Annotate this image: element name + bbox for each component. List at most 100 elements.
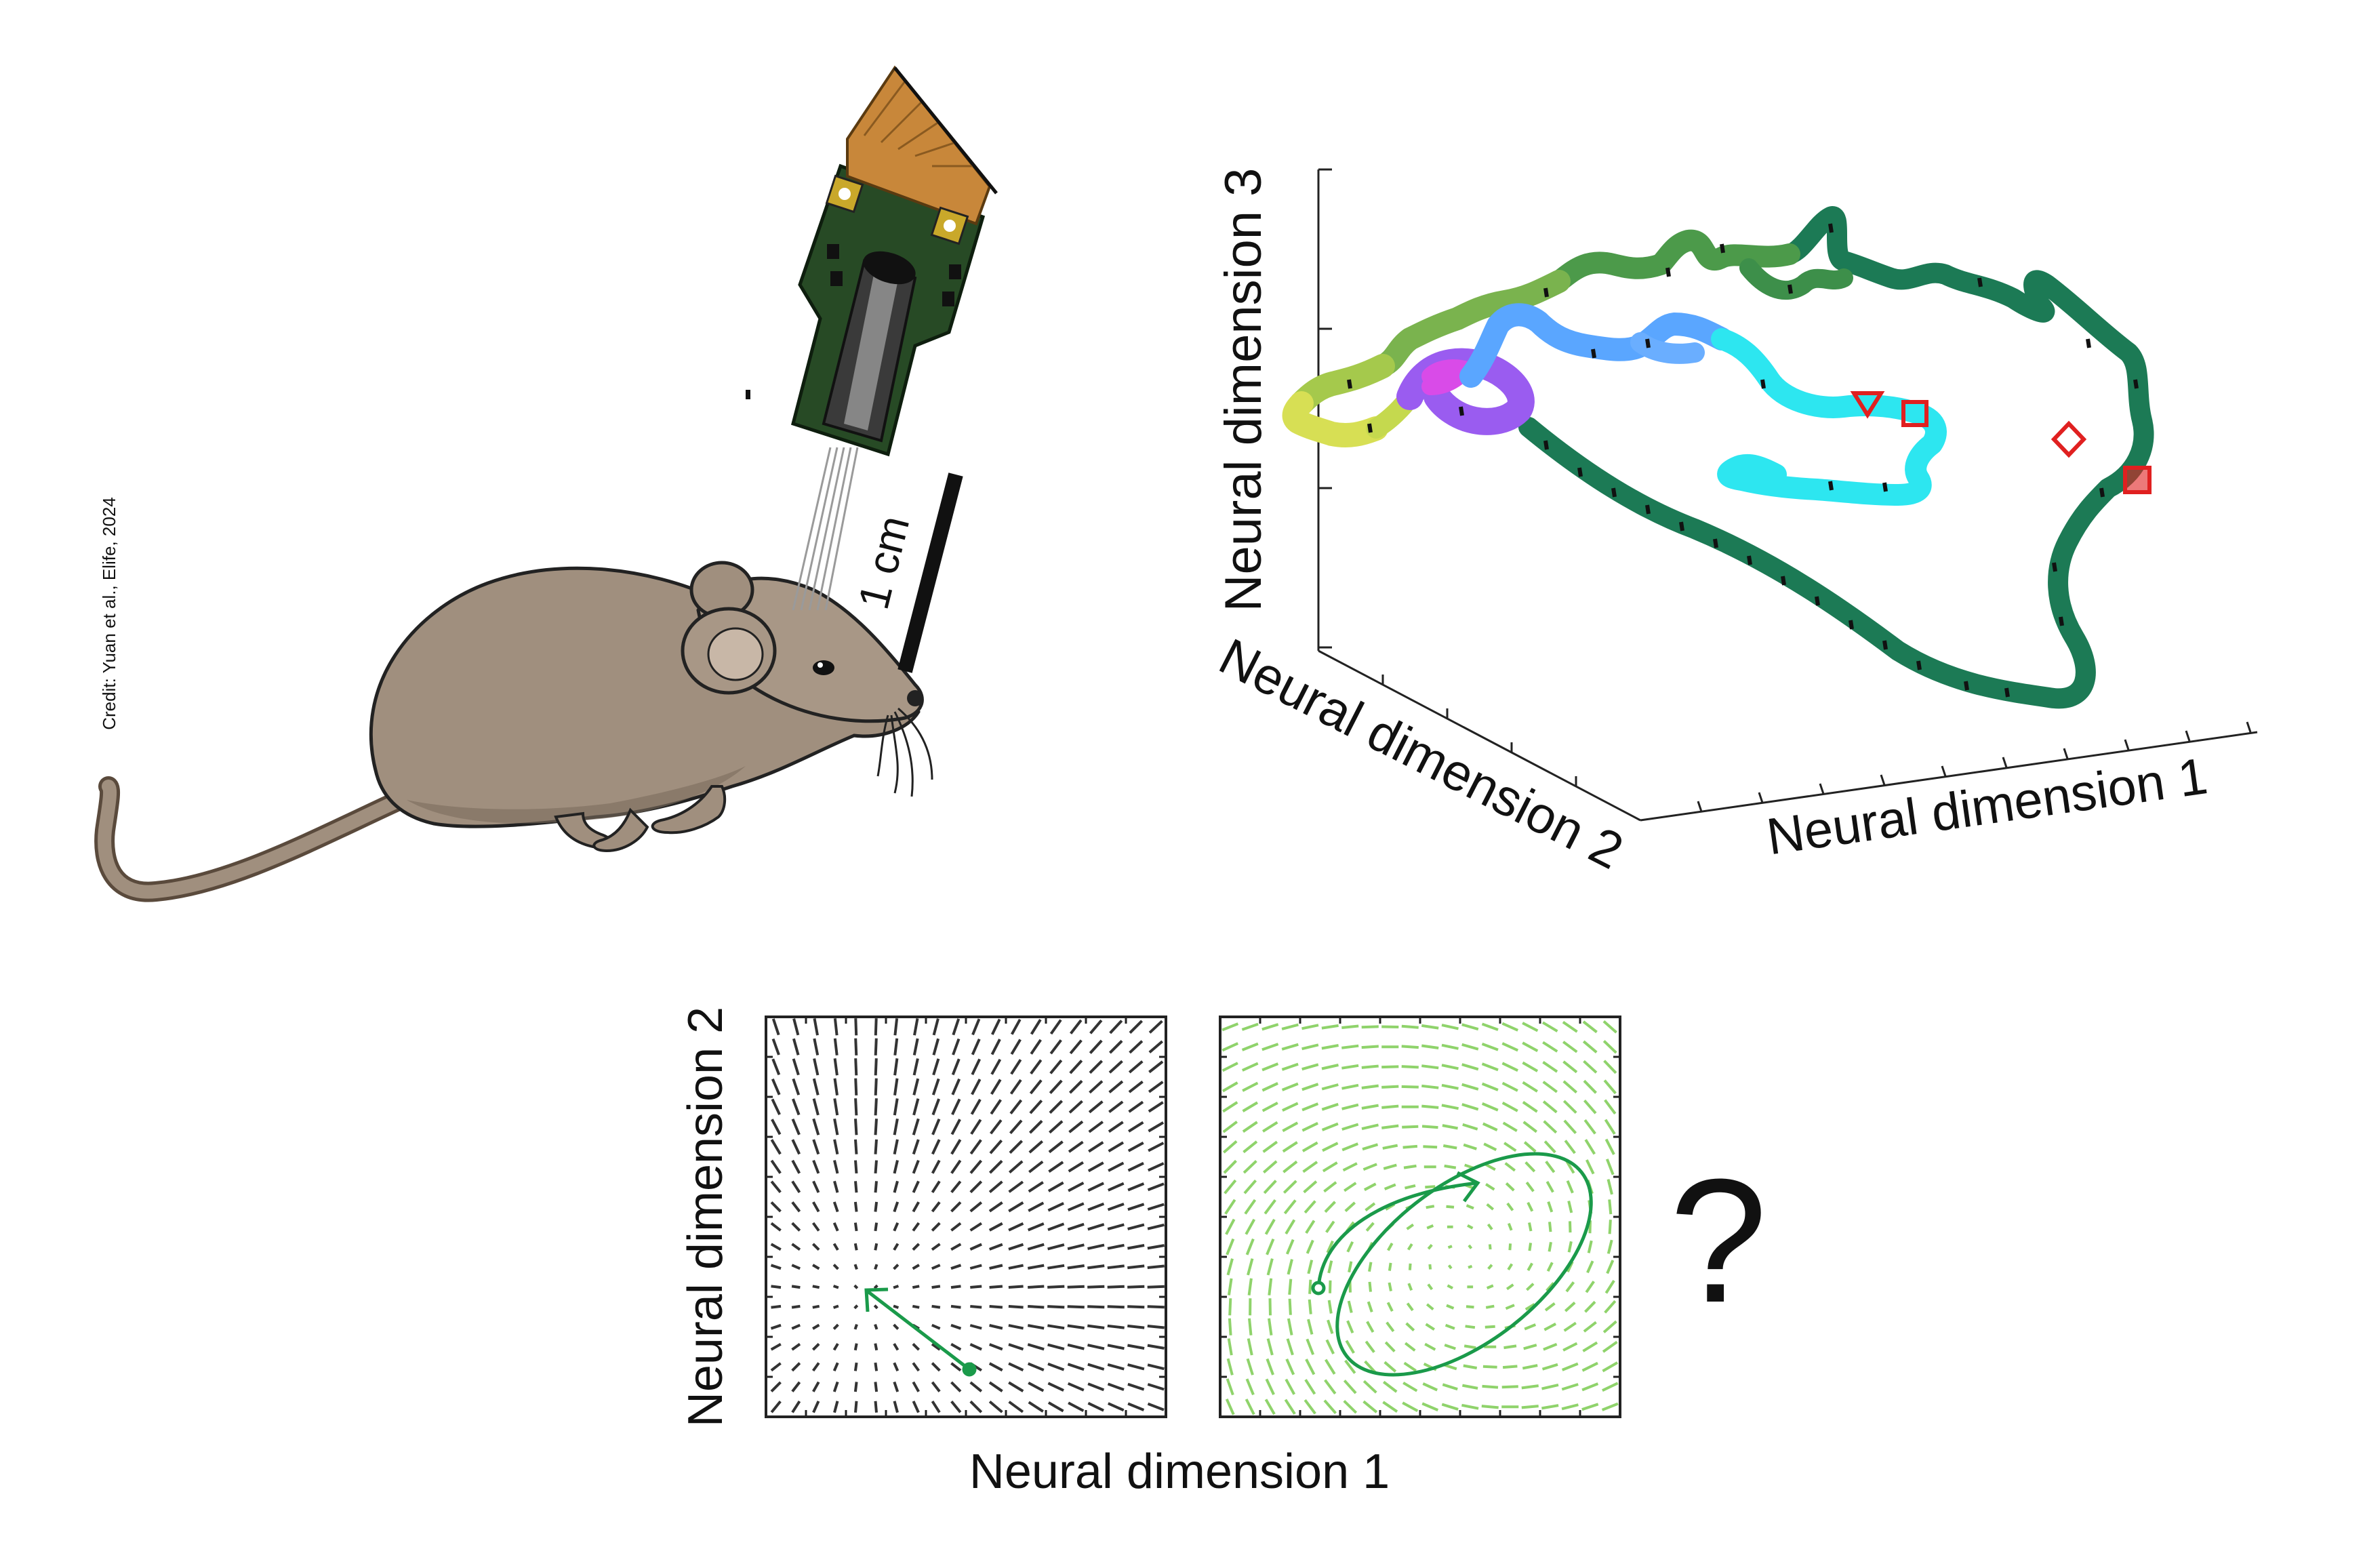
vector-arrow <box>1607 1239 1613 1254</box>
vector-arrow <box>989 1264 1003 1270</box>
vector-arrow <box>1107 1324 1125 1329</box>
vector-arrow <box>969 1180 983 1194</box>
vector-arrow <box>874 1243 878 1251</box>
vector-arrow <box>1049 1019 1062 1035</box>
vector-arrow <box>1321 1102 1339 1111</box>
vector-arrow <box>1605 1159 1615 1175</box>
flow-field-x-label: Neural dimension 1 <box>969 1445 1390 1499</box>
vector-arrow <box>1602 1040 1617 1054</box>
vector-arrow <box>1441 1104 1459 1110</box>
vector-arrow <box>770 1159 782 1174</box>
vector-arrow <box>1227 1278 1233 1295</box>
vector-arrow <box>1401 1045 1419 1049</box>
vector-arrow <box>1127 1141 1144 1152</box>
vector-arrow <box>932 1038 940 1056</box>
vector-arrow <box>1028 1181 1044 1193</box>
vector-arrow <box>1427 1243 1433 1250</box>
vector-arrow <box>1341 1044 1359 1049</box>
vector-arrow <box>1506 1283 1514 1291</box>
flow-field-attractor-vectors <box>770 1018 1165 1413</box>
vector-arrow <box>931 1159 941 1174</box>
vector-arrow <box>1541 1363 1558 1371</box>
vector-arrow <box>1284 1399 1296 1415</box>
vector-arrow <box>1405 1322 1415 1331</box>
vector-arrow <box>931 1078 940 1095</box>
vector-arrow <box>950 1304 961 1309</box>
vector-arrow <box>1602 1020 1617 1034</box>
vector-arrow <box>1225 1398 1235 1415</box>
vector-arrow <box>1067 1264 1085 1270</box>
vector-arrow <box>1346 1320 1354 1333</box>
vector-arrow <box>812 1323 820 1330</box>
vector-arrow <box>1283 1180 1297 1194</box>
vector-arrow <box>1481 1043 1499 1051</box>
vector-arrow <box>988 1243 1003 1251</box>
vector-arrow <box>1566 1180 1574 1194</box>
vector-arrow <box>1148 1121 1165 1133</box>
vector-arrow <box>952 1038 961 1056</box>
vector-arrow <box>1301 1083 1319 1091</box>
vector-arrow <box>1388 1262 1392 1271</box>
vector-arrow <box>1401 1024 1419 1029</box>
vector-arrow <box>1047 1363 1065 1371</box>
vector-arrow <box>912 1342 921 1351</box>
vector-arrow <box>1561 1383 1579 1391</box>
vector-arrow <box>770 1222 782 1232</box>
vector-arrow <box>1466 1305 1474 1309</box>
vector-arrow <box>874 1343 878 1351</box>
vector-arrow <box>1127 1305 1145 1309</box>
vector-arrow <box>1285 1358 1295 1375</box>
vector-arrow <box>912 1362 921 1372</box>
mouse-nose <box>907 690 923 706</box>
vector-arrow <box>1581 1382 1599 1392</box>
vector-arrow <box>854 1119 858 1135</box>
vector-arrow <box>1604 1138 1615 1155</box>
vector-arrow <box>1028 1382 1045 1392</box>
vector-arrow <box>791 1304 801 1309</box>
vector-arrow <box>931 1285 941 1289</box>
vector-arrow <box>989 1139 1003 1154</box>
vector-arrow <box>1606 1260 1615 1274</box>
vector-arrow <box>1522 1041 1539 1053</box>
vector-arrow <box>1521 1384 1539 1390</box>
vector-arrow <box>893 1222 900 1232</box>
vector-arrow <box>1304 1200 1316 1214</box>
vector-arrow <box>832 1264 839 1270</box>
vector-arrow <box>854 1181 858 1193</box>
vector-arrow <box>1261 1062 1279 1072</box>
vector-arrow <box>1087 1363 1105 1371</box>
vector-arrow <box>1425 1185 1436 1189</box>
vector-arrow <box>1243 1160 1257 1174</box>
vector-arrow <box>1527 1262 1533 1271</box>
vector-arrow <box>1382 1401 1398 1413</box>
vector-arrow <box>1221 1081 1238 1093</box>
vector-arrow <box>1564 1140 1576 1154</box>
vector-arrow <box>1010 1039 1022 1056</box>
vector-arrow <box>853 1264 858 1270</box>
vector-arrow <box>1523 1141 1537 1153</box>
vector-arrow <box>1361 1045 1379 1049</box>
vector-arrow <box>912 1058 919 1076</box>
vector-arrow <box>791 1139 801 1155</box>
vector-arrow <box>1087 1202 1105 1211</box>
vector-arrow <box>1607 1179 1613 1195</box>
vector-arrow <box>950 1323 962 1330</box>
vector-arrow <box>969 1159 983 1174</box>
miniscope-device <box>746 65 998 611</box>
vector-arrow <box>832 1201 839 1213</box>
vector-arrow <box>1008 1381 1024 1392</box>
vector-arrow <box>1541 1021 1558 1032</box>
vector-arrow <box>1403 1164 1417 1169</box>
vector-arrow <box>1603 1079 1617 1095</box>
vector-arrow <box>1461 1023 1479 1031</box>
vector-arrow <box>1068 1140 1084 1153</box>
vector-arrow <box>1268 1278 1273 1295</box>
vector-arrow <box>1582 1341 1598 1352</box>
vector-arrow <box>1342 1162 1358 1172</box>
vector-arrow <box>1221 1022 1239 1032</box>
vector-arrow <box>893 1264 900 1270</box>
miniscope-flex-cable <box>846 65 992 226</box>
vector-arrow <box>833 1098 839 1116</box>
vector-arrow <box>1344 1182 1357 1192</box>
vector-arrow <box>950 1243 962 1251</box>
